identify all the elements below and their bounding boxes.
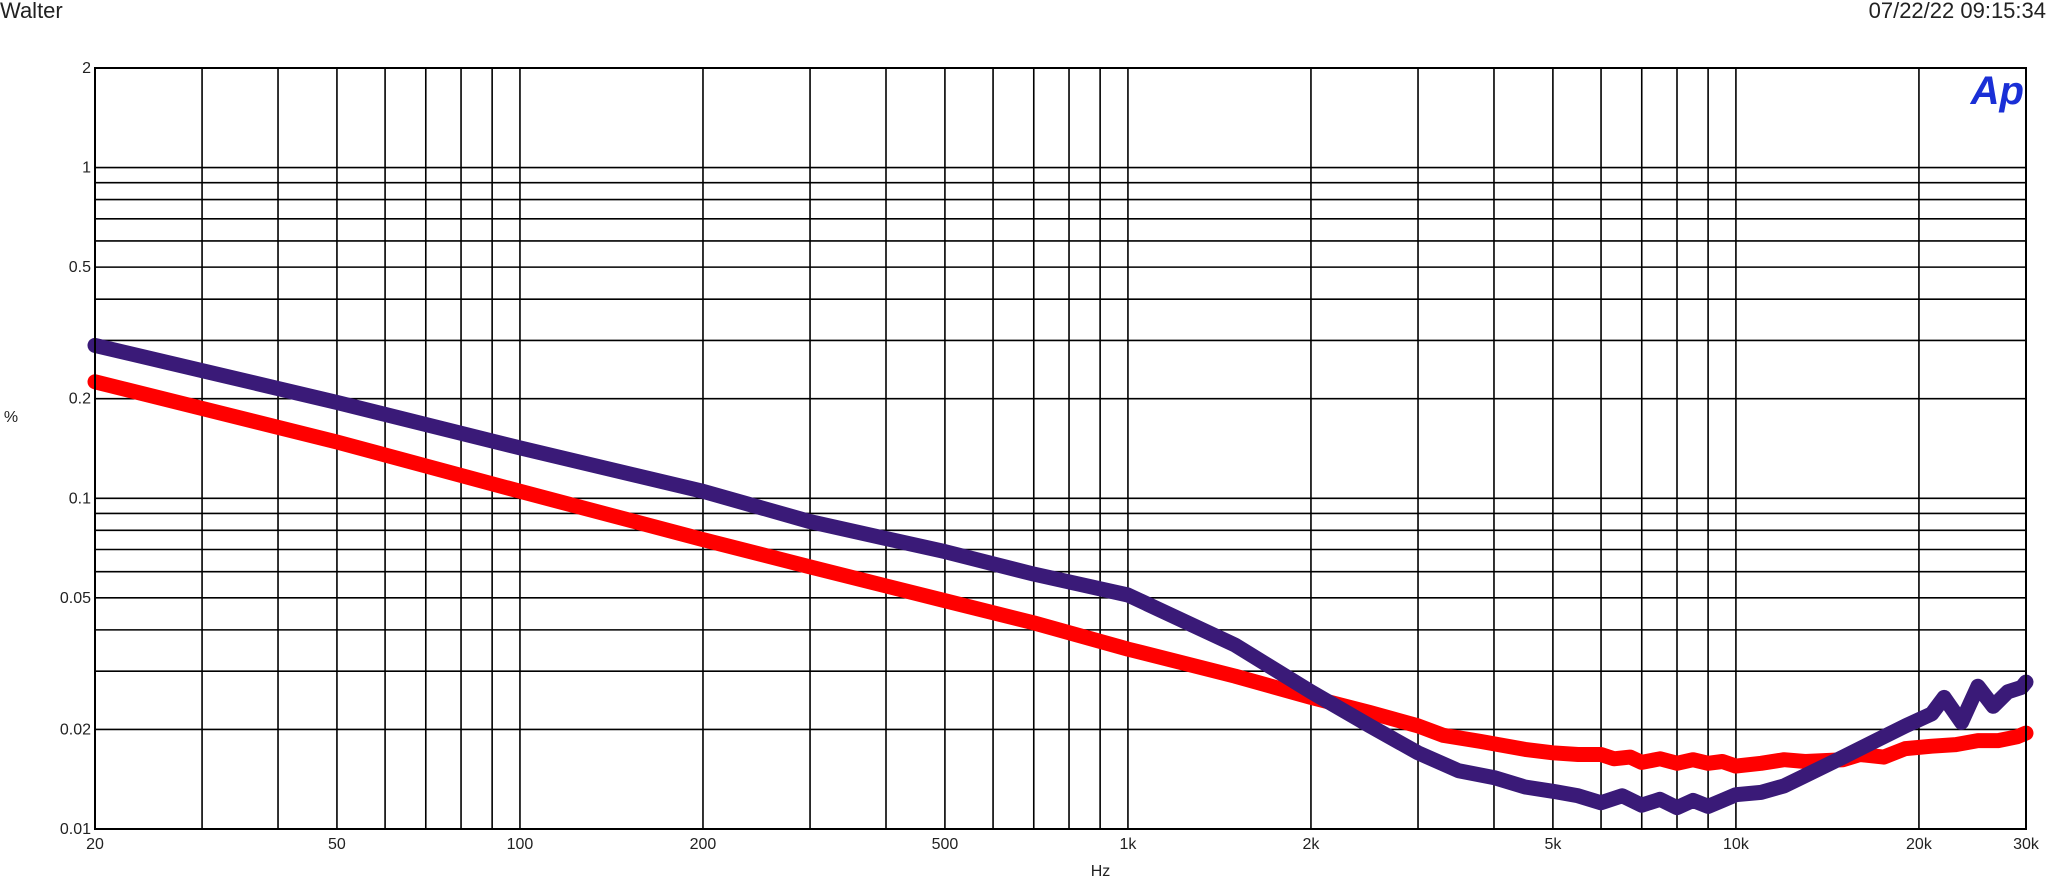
y-tick-label: 0.1 (69, 490, 91, 507)
series-line-1 (87, 374, 2034, 774)
plot-frame (94, 67, 2027, 830)
x-tick-label: 10k (1723, 836, 1750, 853)
timestamp: 07/22/22 09:15:34 (1868, 0, 2046, 23)
x-tick-label: 500 (932, 836, 959, 853)
series-line-2 (87, 337, 2034, 816)
y-tick-label: 2 (82, 60, 91, 77)
x-tick-label: 20 (86, 836, 104, 853)
y-tick-label: 0.2 (69, 391, 91, 408)
series-group (87, 337, 2034, 816)
ap-logo: Ap (1970, 69, 2024, 113)
x-tick-label: 50 (328, 836, 346, 853)
x-tick-label: 30k (2013, 836, 2040, 853)
x-axis-label: Hz (1091, 863, 1111, 879)
chart-title: Walter (0, 0, 63, 23)
x-tick-label: 2k (1303, 836, 1321, 853)
y-axis-label: % (4, 409, 18, 426)
y-tick-label: 1 (82, 160, 91, 177)
y-tick-label: 0.01 (60, 821, 91, 838)
grid (95, 68, 2026, 829)
y-tick-label: 0.05 (60, 590, 91, 607)
x-tick-label: 20k (1906, 836, 1933, 853)
y-tick-label: 0.5 (69, 259, 91, 276)
x-tick-label: 1k (1119, 836, 1137, 853)
tick-labels: 20 50 100 200 500 1k 2k 5k 10k 20k 30k 2 1 0.5 0.2 0.1 0… (60, 60, 2040, 853)
y-tick-label: 0.02 (60, 721, 91, 738)
x-tick-label: 100 (507, 836, 534, 853)
x-tick-label: 5k (1544, 836, 1562, 853)
x-tick-label: 200 (690, 836, 717, 853)
